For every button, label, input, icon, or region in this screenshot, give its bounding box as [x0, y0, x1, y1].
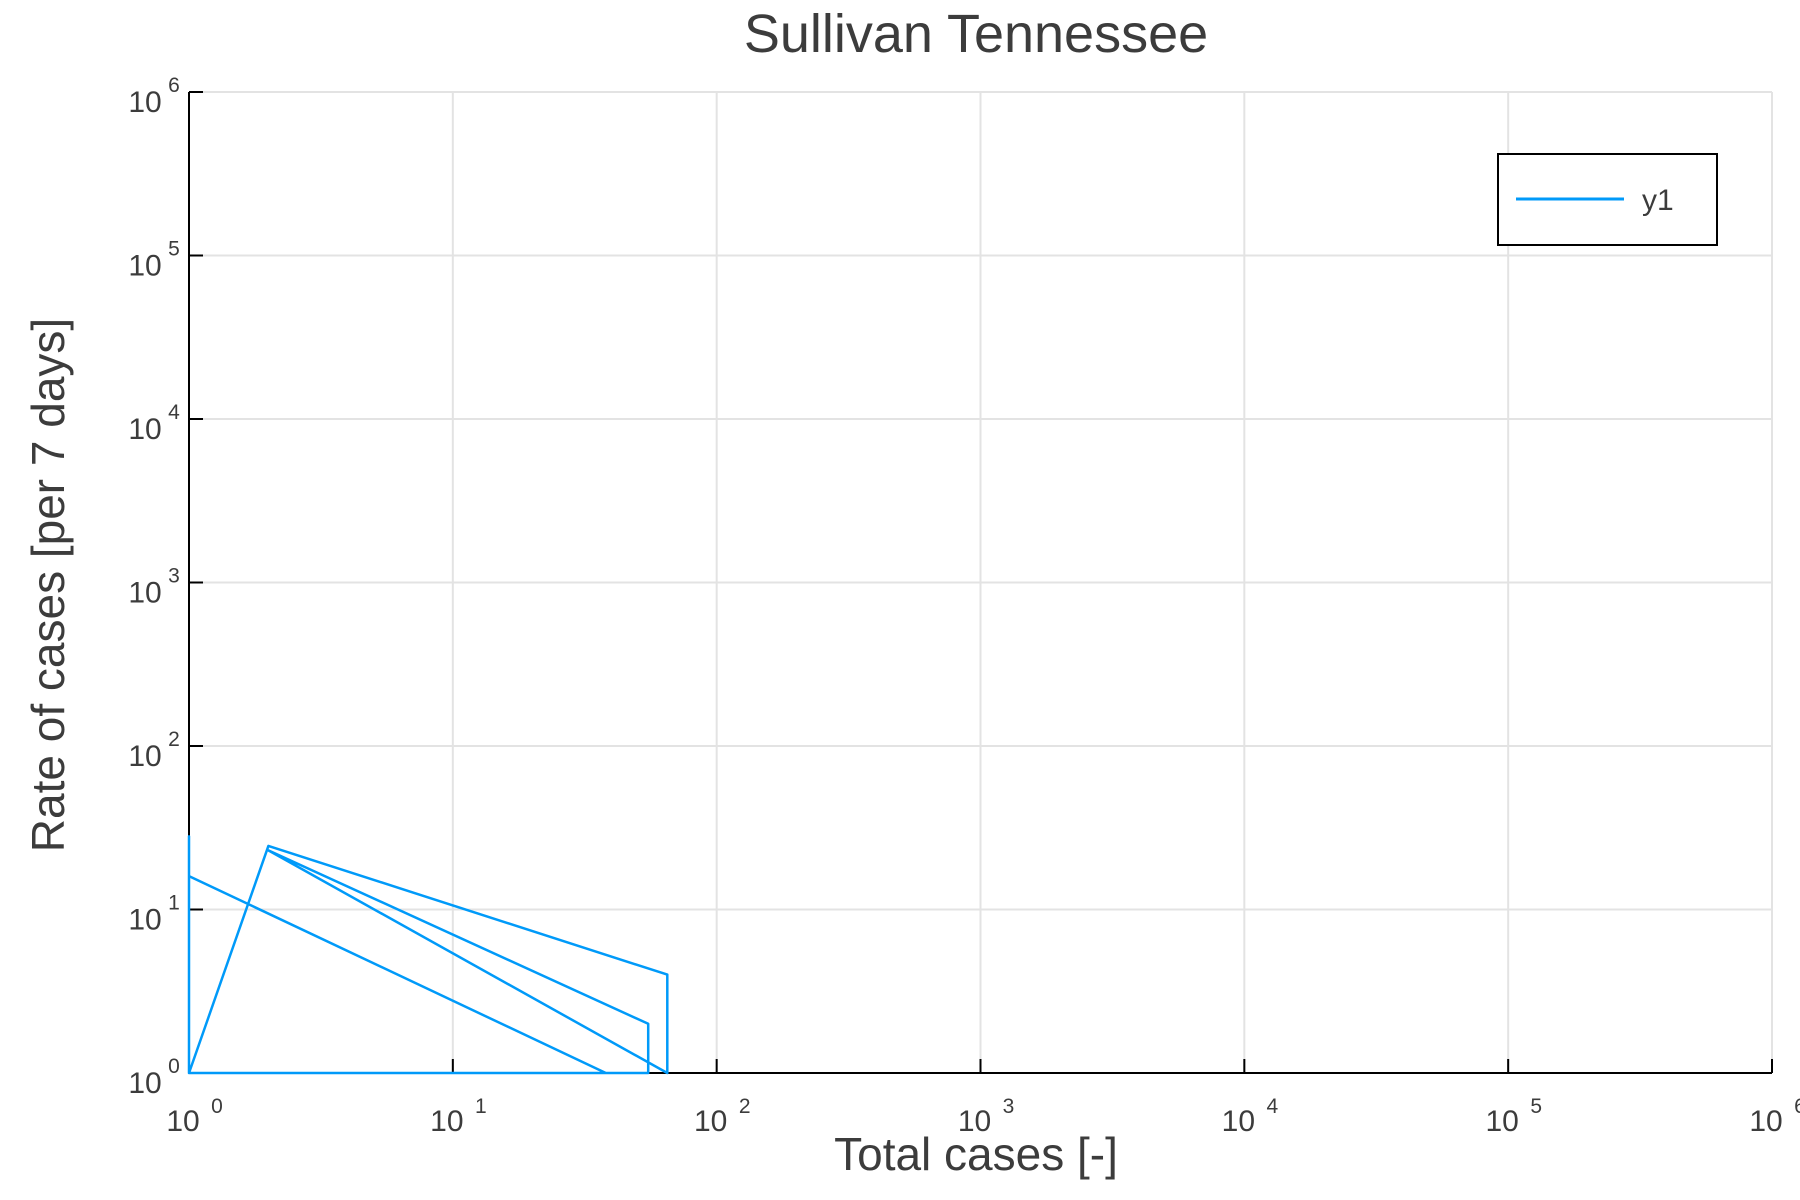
x-tick-label: 10: [166, 1105, 199, 1138]
chart-title: Sullivan Tennessee: [744, 4, 1208, 64]
tick-labels: 1001011021031041051061001011021031041051…: [128, 74, 1800, 1138]
y-tick-exponent: 4: [168, 401, 180, 424]
x-tick-label: 10: [1485, 1105, 1518, 1138]
series-line-y1: [187, 835, 669, 1075]
x-tick-label: 10: [1749, 1105, 1782, 1138]
grid: [189, 91, 1773, 1073]
x-tick-label: 10: [1222, 1105, 1255, 1138]
x-tick-label: 10: [430, 1105, 463, 1138]
y-tick-exponent: 2: [168, 728, 180, 751]
y-axis-label: Rate of cases [per 7 days]: [22, 318, 74, 852]
y-tick-exponent: 0: [168, 1055, 180, 1078]
y-tick-exponent: 3: [168, 565, 180, 588]
x-tick-exponent: 6: [1794, 1095, 1800, 1118]
x-tick-label: 10: [958, 1105, 991, 1138]
x-tick-label: 10: [694, 1105, 727, 1138]
legend-label-y1: y1: [1642, 184, 1674, 217]
x-tick-exponent: 1: [475, 1095, 487, 1118]
x-tick-exponent: 5: [1530, 1095, 1542, 1118]
y-tick-exponent: 5: [168, 238, 180, 261]
legend: y1: [1497, 153, 1718, 246]
y-tick-label: 10: [128, 250, 161, 283]
y-tick-label: 10: [128, 86, 161, 119]
y-tick-label: 10: [128, 904, 161, 937]
x-tick-exponent: 0: [211, 1095, 223, 1118]
x-tick-exponent: 4: [1266, 1095, 1278, 1118]
x-tick-exponent: 3: [1003, 1095, 1015, 1118]
y-tick-label: 10: [128, 740, 161, 773]
y-tick-exponent: 6: [168, 74, 180, 97]
y-tick-exponent: 1: [168, 892, 180, 915]
y-tick-label: 10: [128, 413, 161, 446]
y-tick-label: 10: [128, 1067, 161, 1100]
x-tick-exponent: 2: [739, 1095, 751, 1118]
series-layer: [187, 835, 669, 1075]
x-axis-label: Total cases [-]: [834, 1128, 1118, 1180]
y-tick-label: 10: [128, 577, 161, 610]
